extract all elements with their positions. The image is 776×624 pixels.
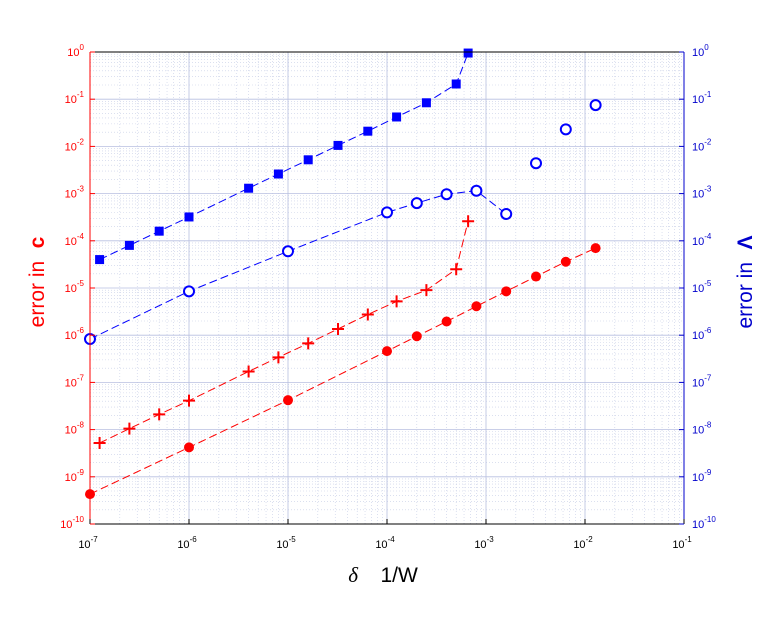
data-point-s3-0 (93, 437, 106, 450)
data-point-s0-0 (95, 255, 105, 265)
data-point-s4-2 (283, 395, 293, 406)
data-point-s0-11 (451, 79, 461, 89)
right-y-tick-label: 10-10 (692, 515, 716, 531)
data-point-s3-10 (420, 284, 433, 297)
x-tick-label: 10-4 (375, 535, 395, 551)
data-point-s2-2 (589, 99, 602, 112)
right-y-axis-title: error in Λ (734, 236, 757, 329)
x-tick-label: 10-7 (78, 535, 98, 551)
data-point-s4-8 (531, 271, 542, 282)
data-point-s0-1 (124, 240, 134, 250)
data-point-s3-11 (450, 263, 463, 276)
data-point-s1-3 (381, 206, 393, 219)
data-point-s1-2 (282, 245, 294, 258)
right-y-tick-label: 10-4 (692, 232, 712, 248)
left-y-tick-label: 10-6 (65, 326, 85, 342)
data-point-s2-0 (530, 157, 543, 170)
x-tick-label: 10-5 (276, 535, 296, 551)
right-y-tick-label: 10-3 (692, 185, 712, 201)
data-point-s0-9 (392, 112, 402, 122)
data-point-s0-8 (363, 126, 373, 136)
data-point-s0-6 (303, 155, 313, 165)
x-axis-title-symbol: δ (348, 563, 359, 587)
x-axis-title: δ 1/W (348, 563, 418, 587)
left-y-tick-label: 10-2 (65, 137, 85, 153)
axes: 10-7 10-6 10-5 10-4 10-3 10-2 10-110-10 10-1010… (60, 43, 716, 551)
right-y-tick-label: 10-5 (692, 279, 712, 295)
data-point-s4-1 (184, 442, 194, 453)
left-y-axis-title-symbol: c (26, 236, 49, 248)
x-tick-label: 10-1 (672, 535, 692, 551)
data-point-s2-1 (559, 123, 572, 136)
left-y-tick-label: 10-8 (65, 421, 85, 437)
x-tick-label: 10-3 (474, 535, 494, 551)
series-line-4 (89, 247, 596, 495)
data-point-s3-2 (153, 408, 166, 421)
data-point-s1-5 (440, 188, 453, 201)
data-point-s3-9 (390, 295, 403, 308)
right-y-tick-label: 10-6 (692, 326, 712, 342)
right-y-axis-title-symbol: Λ (734, 236, 757, 250)
data-point-s4-10 (590, 243, 601, 254)
grid (89, 51, 685, 525)
data-point-s0-12 (463, 48, 473, 58)
data-point-s4-7 (501, 286, 512, 297)
right-y-tick-label: 10-8 (692, 421, 712, 437)
data-point-s0-5 (273, 169, 283, 179)
left-y-tick-label: 10-10 (60, 515, 84, 531)
data-point-s3-12 (462, 215, 475, 228)
series-line-1 (89, 190, 507, 340)
data-point-s0-4 (244, 183, 254, 193)
x-tick-label: 10-2 (573, 535, 593, 551)
data-point-s4-3 (382, 346, 392, 357)
x-tick-label: 10-6 (177, 535, 197, 551)
data-point-s1-1 (183, 285, 195, 298)
data-point-s3-7 (332, 323, 345, 336)
left-y-tick-label: 10-3 (65, 185, 85, 201)
left-y-tick-label: 10-4 (65, 232, 85, 248)
data-point-s0-10 (421, 98, 431, 108)
data-point-s0-7 (333, 140, 343, 150)
data-point-s3-5 (272, 351, 285, 364)
data-point-s3-1 (123, 422, 136, 435)
data-point-s4-5 (441, 316, 452, 327)
data-point-s3-3 (183, 394, 195, 407)
left-y-axis-title-text: error in (26, 261, 49, 328)
data-point-s4-9 (560, 256, 571, 267)
data-point-s1-6 (470, 184, 483, 197)
data-point-s4-6 (471, 301, 482, 312)
left-y-axis-title: error in c (26, 236, 49, 327)
data-point-s0-3 (184, 212, 194, 222)
right-y-tick-label: 10-7 (692, 373, 712, 389)
left-y-tick-label: 100 (67, 43, 84, 59)
right-y-tick-label: 10-2 (692, 137, 712, 153)
right-y-tick-label: 100 (692, 43, 709, 59)
left-y-tick-label: 10-9 (65, 468, 85, 484)
data-point-s3-6 (302, 337, 315, 350)
left-y-tick-label: 10-1 (65, 90, 85, 106)
data-point-s0-2 (154, 226, 164, 236)
x-axis-title-unit: 1/W (380, 564, 418, 587)
data-point-s1-4 (410, 197, 423, 210)
right-y-axis-title-text: error in (734, 262, 757, 329)
right-y-tick-label: 10-9 (692, 468, 712, 484)
right-y-tick-label: 10-1 (692, 90, 712, 106)
data-point-s3-4 (242, 365, 255, 378)
data-point-s3-8 (361, 308, 374, 321)
left-y-tick-label: 10-5 (65, 279, 85, 295)
data-point-s1-7 (500, 207, 513, 220)
left-y-tick-label: 10-7 (65, 373, 85, 389)
data-point-s4-4 (411, 331, 422, 342)
